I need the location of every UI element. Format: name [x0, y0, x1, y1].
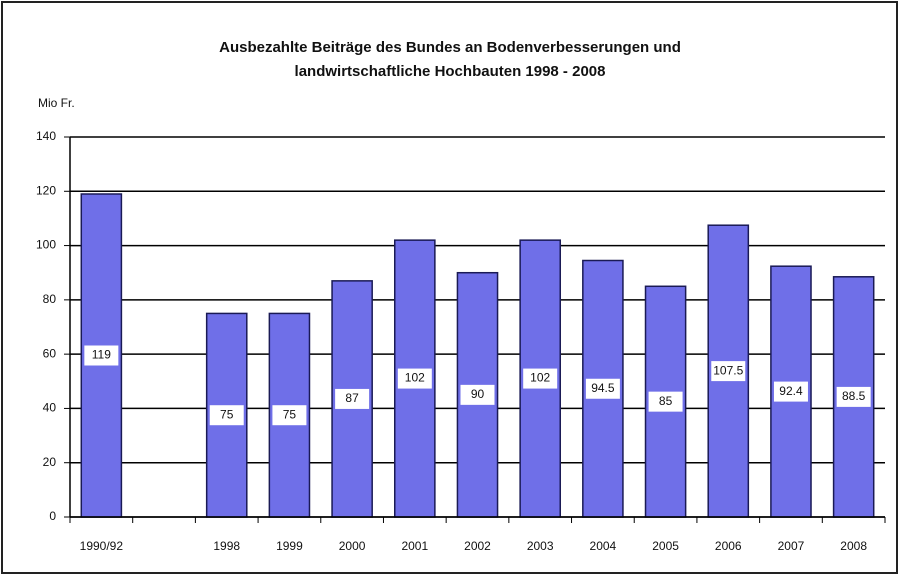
data-label-box: [648, 391, 683, 412]
data-label: 88.5: [842, 389, 866, 403]
data-label-box: [209, 405, 244, 426]
data-label: 75: [283, 407, 297, 421]
data-label-box: [397, 368, 432, 389]
x-tick-label: 1998: [213, 539, 240, 553]
x-tick-label: 2003: [527, 539, 554, 553]
data-label: 102: [530, 371, 550, 385]
data-label: 85: [659, 394, 673, 408]
data-label: 119: [92, 348, 111, 362]
x-tick-label: 2002: [464, 539, 491, 553]
y-tick-label: 0: [49, 509, 56, 523]
y-tick-label: 60: [43, 346, 57, 360]
chart-title: Ausbezahlte Beiträge des Bundes an Boden…: [219, 39, 681, 56]
data-label: 92.4: [779, 384, 803, 398]
x-tick-label: 1990/92: [80, 539, 124, 553]
data-label-box: [84, 345, 119, 366]
x-tick-label: 2005: [652, 539, 679, 553]
data-label-box: [711, 361, 746, 382]
data-label: 102: [405, 371, 425, 385]
data-label-box: [272, 405, 307, 426]
data-label-box: [836, 386, 871, 407]
data-label: 90: [471, 387, 485, 401]
data-label-box: [460, 384, 495, 405]
x-tick-label: 2007: [778, 539, 805, 553]
y-tick-label: 20: [43, 455, 57, 469]
x-tick-label: 1999: [276, 539, 303, 553]
x-tick-label: 2000: [339, 539, 366, 553]
chart-title: landwirtschaftliche Hochbauten 1998 - 20…: [295, 63, 606, 80]
y-axis-label: Mio Fr.: [38, 96, 75, 110]
x-tick-label: 2001: [401, 539, 428, 553]
y-tick-label: 40: [43, 401, 57, 415]
data-label-box: [585, 378, 620, 399]
data-label-box: [335, 388, 370, 409]
data-label: 94.5: [591, 381, 615, 395]
data-label-box: [523, 368, 558, 389]
y-tick-label: 120: [36, 183, 56, 197]
y-tick-label: 140: [36, 129, 56, 143]
data-label: 75: [220, 407, 234, 421]
data-label: 107.5: [713, 363, 743, 377]
y-tick-label: 100: [36, 238, 56, 252]
data-label: 87: [345, 391, 359, 405]
data-label-box: [773, 381, 808, 402]
x-tick-label: 2004: [590, 539, 617, 553]
y-tick-label: 80: [43, 292, 57, 306]
x-tick-label: 2006: [715, 539, 742, 553]
x-tick-label: 2008: [840, 539, 867, 553]
